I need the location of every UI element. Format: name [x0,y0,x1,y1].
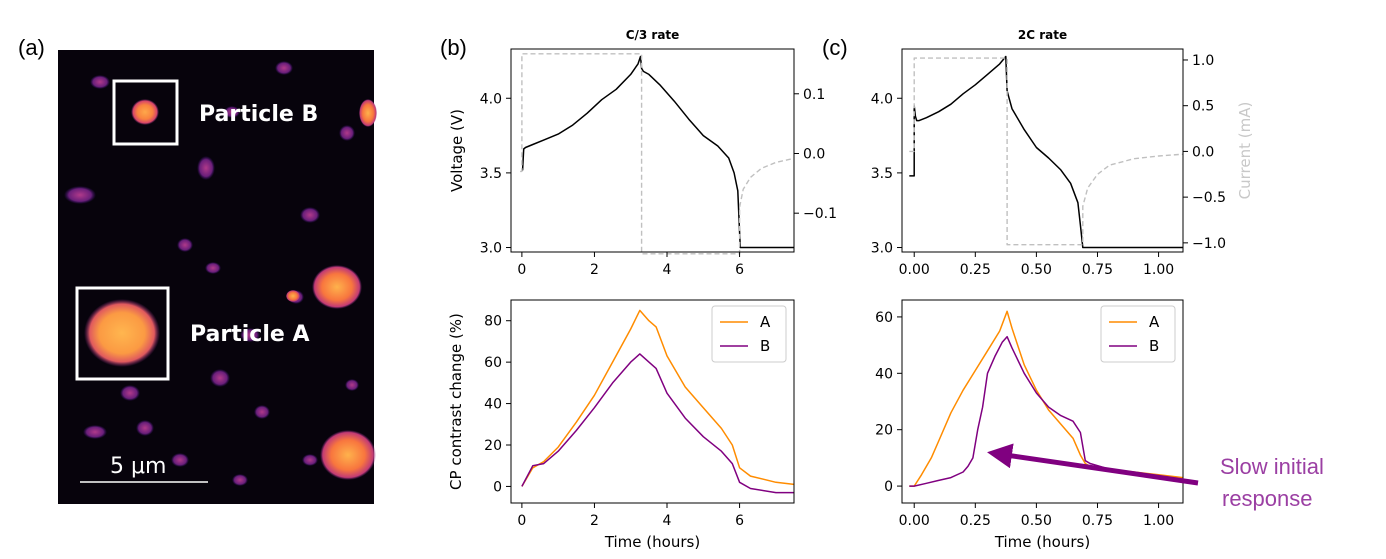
plot-frame [901,48,1184,253]
y2-tick-label: 0.0 [803,146,825,162]
series-line-current [909,57,1184,246]
legend-label-a: A [1149,313,1160,331]
x-tick-label: 0.50 [1021,513,1052,529]
chart-c3-voltage: C/3 rate 0 2 4 6 3.0 3.5 4.0 −0.1 0.0 0.1 Voltage (… [448,28,837,278]
chart-2c-contrast: 0.00 0.25 0.50 0.75 1.00 0 20 40 60 Time (hours) A… [875,299,1184,551]
legend-box [1100,305,1176,363]
particle-a-box [75,286,170,381]
x-tick-label: 4 [663,513,672,529]
scale-bar-label: 5 μm [110,454,166,479]
x-tick-label: 2 [590,262,599,278]
y-tick-label: 4.0 [480,91,502,107]
x-tick-label: 2 [590,513,599,529]
series-line-b [909,335,1184,487]
particle-a-label: Particle A [190,322,309,347]
plot-frame [901,299,1184,504]
annotation-arrow [987,443,1199,486]
y2-tick-label: −1.0 [1192,236,1226,252]
x-tick-label: 6 [735,262,744,278]
y-tick-label: 40 [484,397,502,413]
y-tick-label: 80 [484,314,502,330]
x-tick-label: 6 [735,513,744,529]
chart-title: C/3 rate [626,28,680,42]
series-line-voltage [521,55,794,249]
y-tick-label: 60 [875,310,893,326]
y-tick-label: 3.5 [871,166,893,182]
legend-box [711,305,787,363]
chart-2c-voltage: 2C rate 0.00 0.25 0.50 0.75 1.00 3.0 3.5 4.0 −1.0… [871,28,1254,278]
panel-label-b: (b) [440,35,467,60]
y2-tick-label: 0.0 [1192,144,1214,160]
y-axis-label: Voltage (V) [448,109,466,192]
x-tick-label: 0 [517,262,526,278]
y-tick-label: 3.0 [871,241,893,257]
y-tick-label: 20 [484,438,502,454]
legend-label-b: B [1149,337,1159,355]
y-axis-label: CP contrast change (%) [447,313,465,490]
particle-b-label: Particle B [199,102,318,127]
plot-frame [510,48,795,253]
y2-axis-label: Current (mA) [1236,102,1254,200]
x-tick-label: 0.00 [899,513,930,529]
panel-label-a: (a) [18,35,45,60]
chart-title: 2C rate [1018,28,1067,42]
legend-label-a: A [760,313,771,331]
y-tick-label: 60 [484,355,502,371]
y-tick-label: 3.5 [480,166,502,182]
x-tick-label: 0.75 [1082,513,1113,529]
y-tick-label: 0 [884,479,893,495]
microscope-image: Particle B Particle A 5 μm [58,50,377,504]
x-tick-label: 0 [517,513,526,529]
x-tick-label: 0.25 [960,513,991,529]
y2-tick-label: −0.1 [803,206,837,222]
x-tick-label: 0.75 [1082,262,1113,278]
y-tick-label: 20 [875,423,893,439]
x-tick-label: 1.00 [1143,513,1174,529]
y-tick-label: 0 [493,479,502,495]
y-tick-label: 3.0 [480,241,502,257]
panel-label-c: (c) [822,35,848,60]
series-line-a [521,309,795,487]
y2-tick-label: −0.5 [1192,190,1226,206]
series-line-voltage [909,55,1183,249]
annotation-text: Slow initial response [1220,454,1330,511]
x-tick-label: 0.00 [899,262,930,278]
x-tick-label: 0.50 [1021,262,1052,278]
x-axis-label: Time (hours) [994,533,1090,551]
series-line-current [520,53,795,255]
x-tick-label: 1.00 [1143,262,1174,278]
y2-tick-label: 0.5 [1192,99,1214,115]
y2-tick-label: 0.1 [803,87,825,103]
x-axis-label: Time (hours) [604,533,700,551]
legend-label-b: B [760,337,770,355]
particle-b-box [112,79,179,146]
plot-frame [510,299,795,504]
series-line-b [521,353,794,494]
y2-tick-label: 1.0 [1192,53,1214,69]
y-tick-label: 4.0 [871,91,893,107]
x-tick-label: 4 [663,262,672,278]
y-tick-label: 40 [875,366,893,382]
x-tick-label: 0.25 [960,262,991,278]
